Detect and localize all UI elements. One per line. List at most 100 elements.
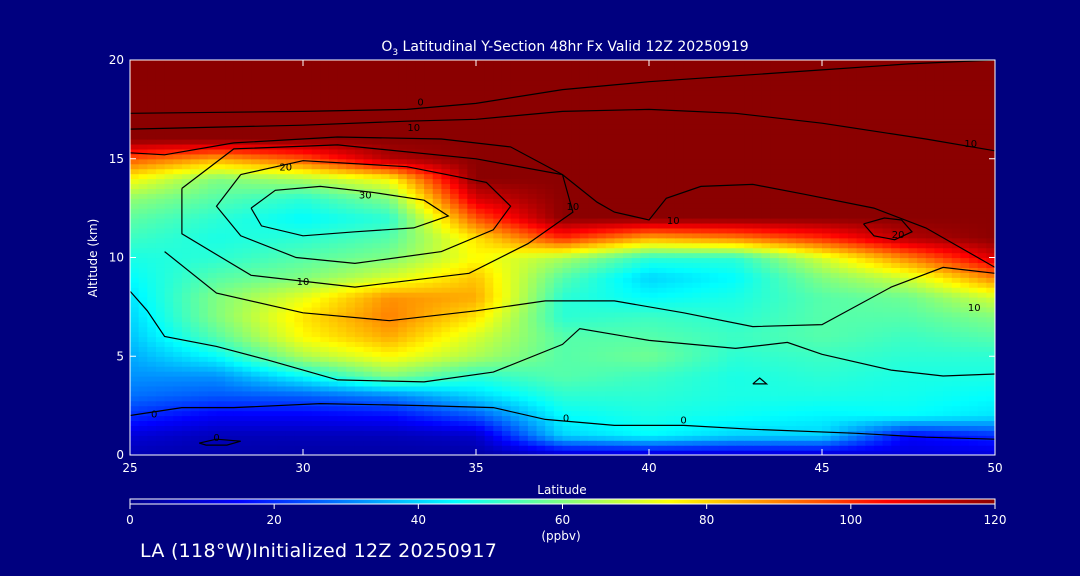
heatmap-cell [588,292,598,298]
heatmap-cell [458,282,468,288]
heatmap-cell [718,237,728,244]
heatmap-cell [173,326,183,333]
heatmap-cell [311,208,321,214]
heatmap-cell [138,262,148,268]
heatmap-cell [700,262,711,268]
heatmap-cell [147,287,157,293]
heatmap-cell [640,351,650,357]
heatmap-cell [536,321,546,328]
heatmap-cell [380,410,391,417]
heatmap-cell [770,262,780,268]
heatmap-cell [415,252,425,259]
heatmap-cell [147,316,157,323]
heatmap-cell [640,400,650,407]
heatmap-cell [951,222,961,229]
heatmap-cell [519,272,529,278]
heatmap-cell [623,361,633,367]
heatmap-cell [813,262,823,268]
heatmap-cell [674,252,685,259]
heatmap-cell [173,410,183,417]
heatmap-cell [709,405,719,412]
heatmap-cell [562,395,572,402]
heatmap-cell [545,390,555,397]
heatmap-cell [493,440,503,446]
heatmap-cell [337,445,347,451]
heatmap-cell [450,218,460,224]
heatmap-cell [398,450,408,455]
heatmap-cell [346,287,356,293]
heatmap-cell [865,287,875,293]
heatmap-cell [147,326,157,333]
heatmap-cell [242,311,252,318]
heatmap-cell [328,430,339,436]
heatmap-cell [882,227,892,234]
heatmap-cell [770,425,780,431]
heatmap-cell [501,356,512,362]
heatmap-cell [700,287,711,293]
heatmap-cell [424,376,434,382]
heatmap-cell [813,326,823,333]
heatmap-cell [579,262,590,268]
heatmap-cell [147,272,157,278]
heatmap-cell [899,440,910,446]
heatmap-cell [822,316,832,323]
heatmap-cell [190,420,200,426]
heatmap-cell [147,232,157,239]
heatmap-cell [597,361,607,367]
heatmap-cell [268,306,278,313]
heatmap-cell [155,336,166,343]
heatmap-cell [796,440,806,446]
heatmap-cell [752,405,763,412]
heatmap-cell [389,346,399,352]
heatmap-cell [450,292,460,298]
heatmap-cell [406,316,417,323]
heatmap-cell [839,282,849,288]
heatmap-cell [882,242,892,249]
heatmap-cell [406,425,417,431]
heatmap-cell [484,262,494,268]
heatmap-cell [415,208,425,214]
heatmap-cell [899,222,910,229]
heatmap-cell [700,366,711,372]
heatmap-cell [363,346,373,352]
heatmap-cell [277,425,287,431]
heatmap-cell [700,341,711,347]
heatmap-cell [744,366,754,372]
heatmap-cell [389,311,399,318]
heatmap-cell [501,450,512,455]
heatmap-cell [839,371,849,377]
heatmap-cell [925,336,936,343]
heatmap-cell [354,356,365,362]
heatmap-cell [960,440,970,446]
heatmap-cell [562,440,572,446]
heatmap-cell [778,222,788,229]
heatmap-cell [891,410,901,417]
heatmap-cell [285,297,295,303]
heatmap-cell [467,242,477,249]
heatmap-cell [588,277,598,283]
heatmap-cell [804,257,814,264]
heatmap-cell [865,277,875,283]
heatmap-cell [380,405,391,412]
heatmap-cell [328,321,339,328]
heatmap-cell [649,311,659,318]
heatmap-cell [605,321,615,328]
heatmap-cell [588,450,598,455]
heatmap-cell [847,450,858,455]
heatmap-cell [562,208,572,214]
heatmap-cell [320,252,330,259]
heatmap-cell [588,445,598,451]
heatmap-cell [787,208,797,214]
heatmap-cell [406,222,417,229]
heatmap-cell [735,410,745,417]
heatmap-cell [718,316,728,323]
heatmap-cell [804,326,814,333]
heatmap-cell [735,287,745,293]
heatmap-cell [761,247,771,254]
heatmap-cell [752,257,763,264]
heatmap-cell [700,252,711,259]
heatmap-cell [623,326,633,333]
heatmap-cell [735,213,745,219]
heatmap-cell [354,282,365,288]
heatmap-cell [536,385,546,392]
